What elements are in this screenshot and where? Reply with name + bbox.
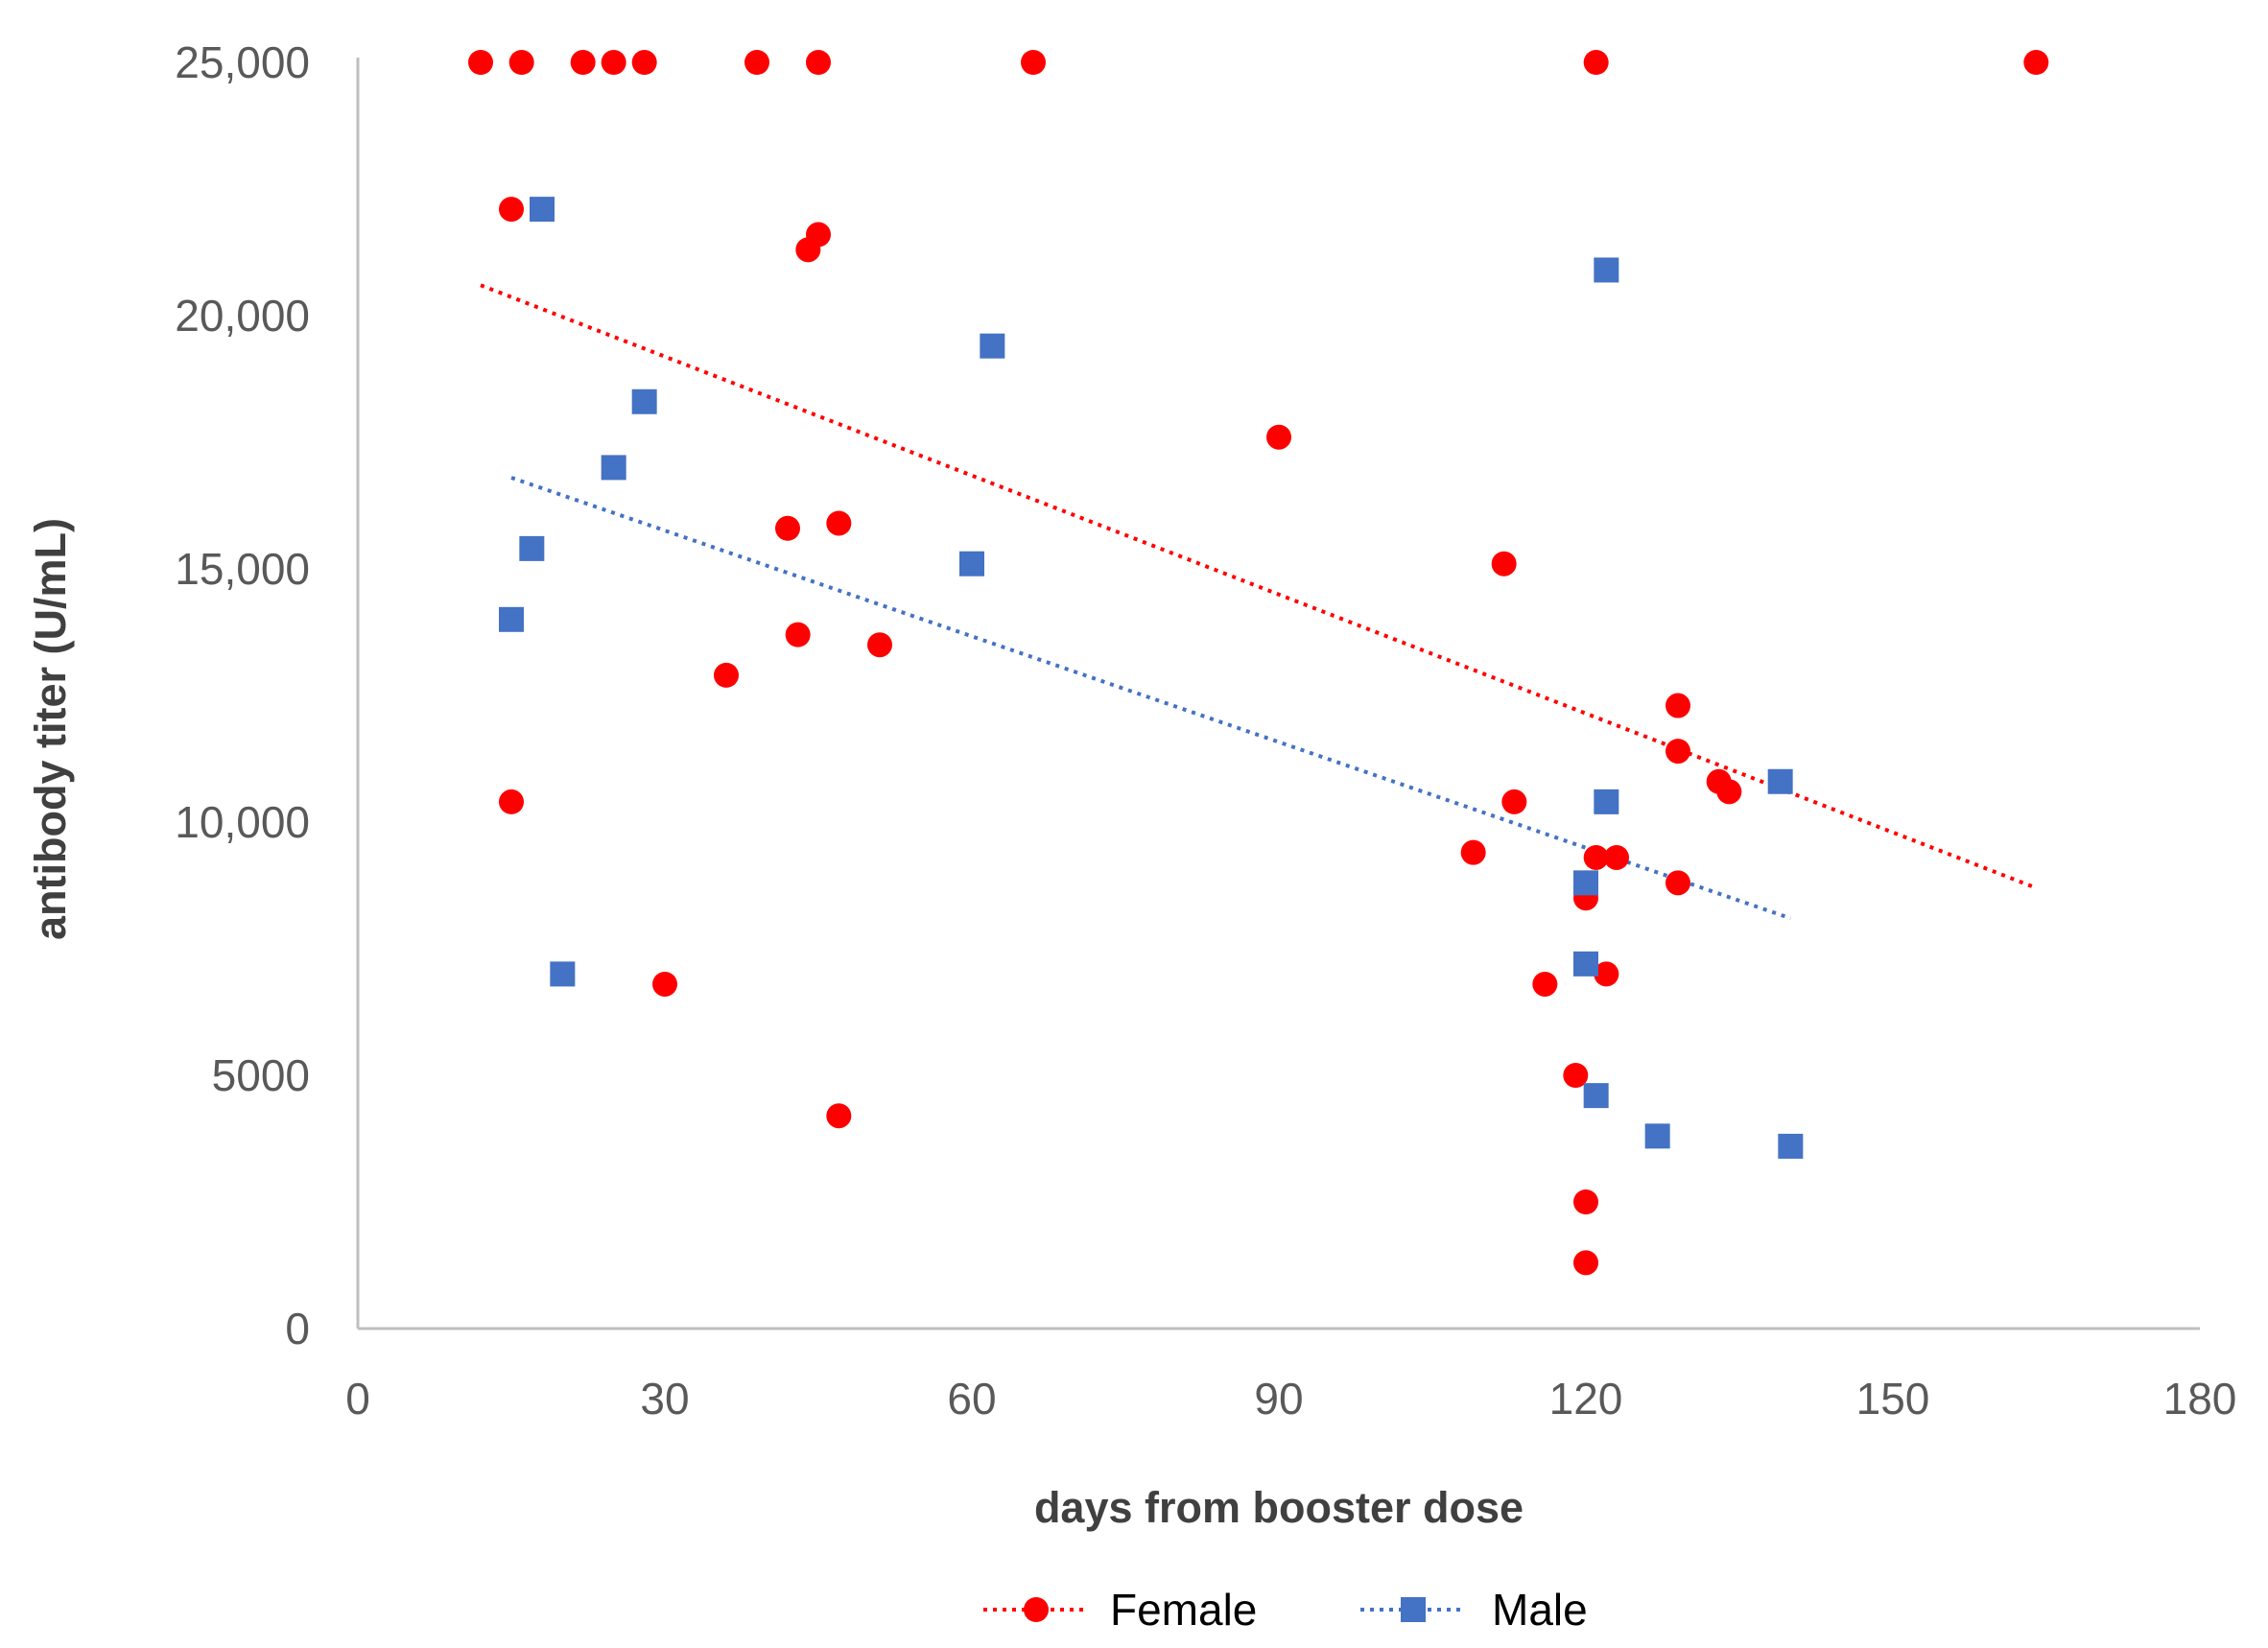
y-axis-title: antibody titer (U/mL) <box>26 518 75 940</box>
x-tick-label: 90 <box>1254 1374 1303 1424</box>
legend-female-marker <box>1024 1597 1049 1622</box>
male-point <box>631 388 657 414</box>
trendlines <box>480 283 2038 921</box>
female-point <box>1583 50 1609 75</box>
y-tick-label: 15,000 <box>175 544 310 594</box>
male-point <box>601 455 626 481</box>
legend-male-marker <box>1401 1597 1426 1622</box>
male-point <box>1594 257 1619 283</box>
x-tick-label: 0 <box>345 1374 370 1424</box>
y-tick-label: 5000 <box>212 1050 310 1100</box>
female-point <box>1491 551 1517 577</box>
female-point <box>1021 50 1046 75</box>
female-point <box>499 789 524 814</box>
male-point <box>1573 951 1598 977</box>
female-point <box>1666 870 1690 896</box>
legend-male-label: Male <box>1492 1585 1588 1635</box>
female-point <box>2023 50 2049 75</box>
x-axis-ticks: 0 30 60 90 120 150 180 <box>345 1374 2236 1424</box>
female-point <box>785 622 811 647</box>
male-point <box>1778 1133 1804 1159</box>
female-point <box>1583 844 1609 870</box>
male-point <box>550 961 576 987</box>
female-point <box>508 50 534 75</box>
female-point <box>1666 693 1690 718</box>
x-axis-title: days from booster dose <box>1034 1483 1524 1532</box>
female-point <box>499 197 524 223</box>
legend-female-label: Female <box>1110 1585 1257 1635</box>
male-point <box>1767 768 1793 794</box>
female-point <box>468 50 493 75</box>
female-point <box>1460 839 1486 865</box>
x-tick-label: 120 <box>1549 1374 1623 1424</box>
x-tick-label: 60 <box>947 1374 996 1424</box>
male-point <box>499 606 524 632</box>
female-point <box>826 510 852 536</box>
x-tick-label: 150 <box>1856 1374 1930 1424</box>
female-point <box>867 632 892 658</box>
female-point <box>714 662 739 688</box>
y-tick-label: 25,000 <box>175 37 310 87</box>
male-point <box>1573 870 1598 896</box>
x-tick-label: 180 <box>2163 1374 2237 1424</box>
male-point <box>519 535 545 561</box>
male-point <box>530 197 555 223</box>
female-point <box>1532 971 1558 997</box>
female-point <box>826 1103 852 1129</box>
female-point <box>570 50 596 75</box>
female-point <box>1501 789 1527 814</box>
x-tick-label: 30 <box>640 1374 689 1424</box>
female-point <box>1594 961 1619 987</box>
female-point <box>1604 844 1629 870</box>
female-point <box>806 222 831 247</box>
female-trendline <box>480 283 2038 890</box>
female-point <box>1563 1063 1589 1088</box>
female-point <box>1716 779 1742 805</box>
female-point <box>1573 1189 1598 1214</box>
female-point <box>652 971 677 997</box>
legend: Female Male <box>983 1585 1588 1635</box>
data-points <box>468 50 2049 1276</box>
male-point <box>1644 1123 1670 1149</box>
female-point <box>744 50 769 75</box>
y-tick-label: 0 <box>285 1304 310 1354</box>
male-point <box>959 551 984 577</box>
y-tick-label: 20,000 <box>175 291 310 341</box>
y-tick-label: 10,000 <box>175 797 310 847</box>
male-point <box>980 333 1005 359</box>
y-axis-ticks: 0 5000 10,000 15,000 20,000 25,000 <box>175 37 310 1354</box>
female-point <box>631 50 657 75</box>
male-point <box>1594 789 1619 814</box>
female-point <box>601 50 626 75</box>
female-point <box>806 50 831 75</box>
female-point <box>775 515 800 541</box>
female-point <box>1573 1250 1598 1276</box>
female-point <box>1266 424 1291 450</box>
female-point <box>1666 739 1690 765</box>
male-point <box>1583 1083 1609 1109</box>
